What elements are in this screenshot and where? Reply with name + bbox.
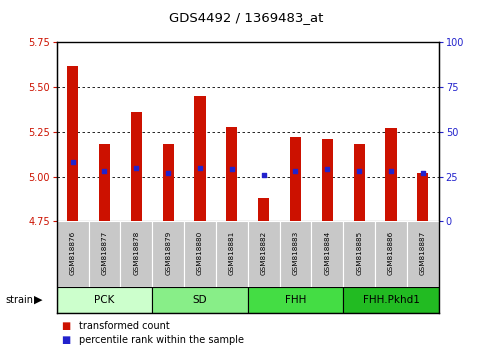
Point — [323, 167, 331, 172]
Point — [387, 169, 395, 174]
Bar — [57, 221, 89, 287]
Bar — [247, 221, 280, 287]
Bar — [194, 96, 206, 221]
Text: SD: SD — [193, 295, 207, 305]
Point — [69, 159, 76, 165]
Text: GSM818877: GSM818877 — [102, 230, 107, 275]
Text: transformed count: transformed count — [79, 321, 170, 331]
Bar — [152, 221, 184, 287]
Point — [228, 167, 236, 172]
Text: ▶: ▶ — [34, 295, 42, 305]
Point — [101, 169, 108, 174]
Bar — [247, 287, 343, 313]
Bar — [163, 144, 174, 221]
Bar — [216, 221, 247, 287]
Text: GSM818878: GSM818878 — [133, 230, 140, 275]
Bar — [152, 287, 247, 313]
Text: GSM818887: GSM818887 — [420, 230, 426, 275]
Text: GSM818882: GSM818882 — [261, 230, 267, 275]
Point — [291, 169, 299, 174]
Text: ■: ■ — [62, 321, 71, 331]
Bar — [417, 173, 428, 221]
Bar — [131, 112, 142, 221]
Bar — [120, 221, 152, 287]
Text: GSM818880: GSM818880 — [197, 230, 203, 275]
Text: GSM818881: GSM818881 — [229, 230, 235, 275]
Text: FHH: FHH — [285, 295, 306, 305]
Bar — [67, 66, 78, 221]
Text: GSM818876: GSM818876 — [70, 230, 75, 275]
Point — [260, 172, 268, 178]
Text: GSM818885: GSM818885 — [356, 230, 362, 275]
Text: GSM818883: GSM818883 — [292, 230, 298, 275]
Text: GSM818886: GSM818886 — [388, 230, 394, 275]
Bar — [343, 221, 375, 287]
Text: FHH.Pkhd1: FHH.Pkhd1 — [362, 295, 420, 305]
Bar — [386, 128, 396, 221]
Bar — [89, 221, 120, 287]
Bar — [322, 139, 333, 221]
Bar — [407, 221, 439, 287]
Point — [196, 165, 204, 171]
Bar — [290, 137, 301, 221]
Bar — [99, 144, 110, 221]
Text: percentile rank within the sample: percentile rank within the sample — [79, 335, 244, 345]
Text: GSM818879: GSM818879 — [165, 230, 171, 275]
Bar — [184, 221, 216, 287]
Point — [419, 170, 427, 176]
Bar — [57, 287, 152, 313]
Text: strain: strain — [5, 295, 33, 305]
Bar — [226, 126, 238, 221]
Point — [164, 170, 172, 176]
Bar — [312, 221, 343, 287]
Bar — [353, 144, 365, 221]
Text: ■: ■ — [62, 335, 71, 345]
Point — [132, 165, 140, 171]
Point — [355, 169, 363, 174]
Text: GDS4492 / 1369483_at: GDS4492 / 1369483_at — [169, 11, 324, 24]
Bar — [343, 287, 439, 313]
Bar — [280, 221, 312, 287]
Bar — [258, 198, 269, 221]
Text: GSM818884: GSM818884 — [324, 230, 330, 275]
Text: PCK: PCK — [94, 295, 115, 305]
Bar — [375, 221, 407, 287]
